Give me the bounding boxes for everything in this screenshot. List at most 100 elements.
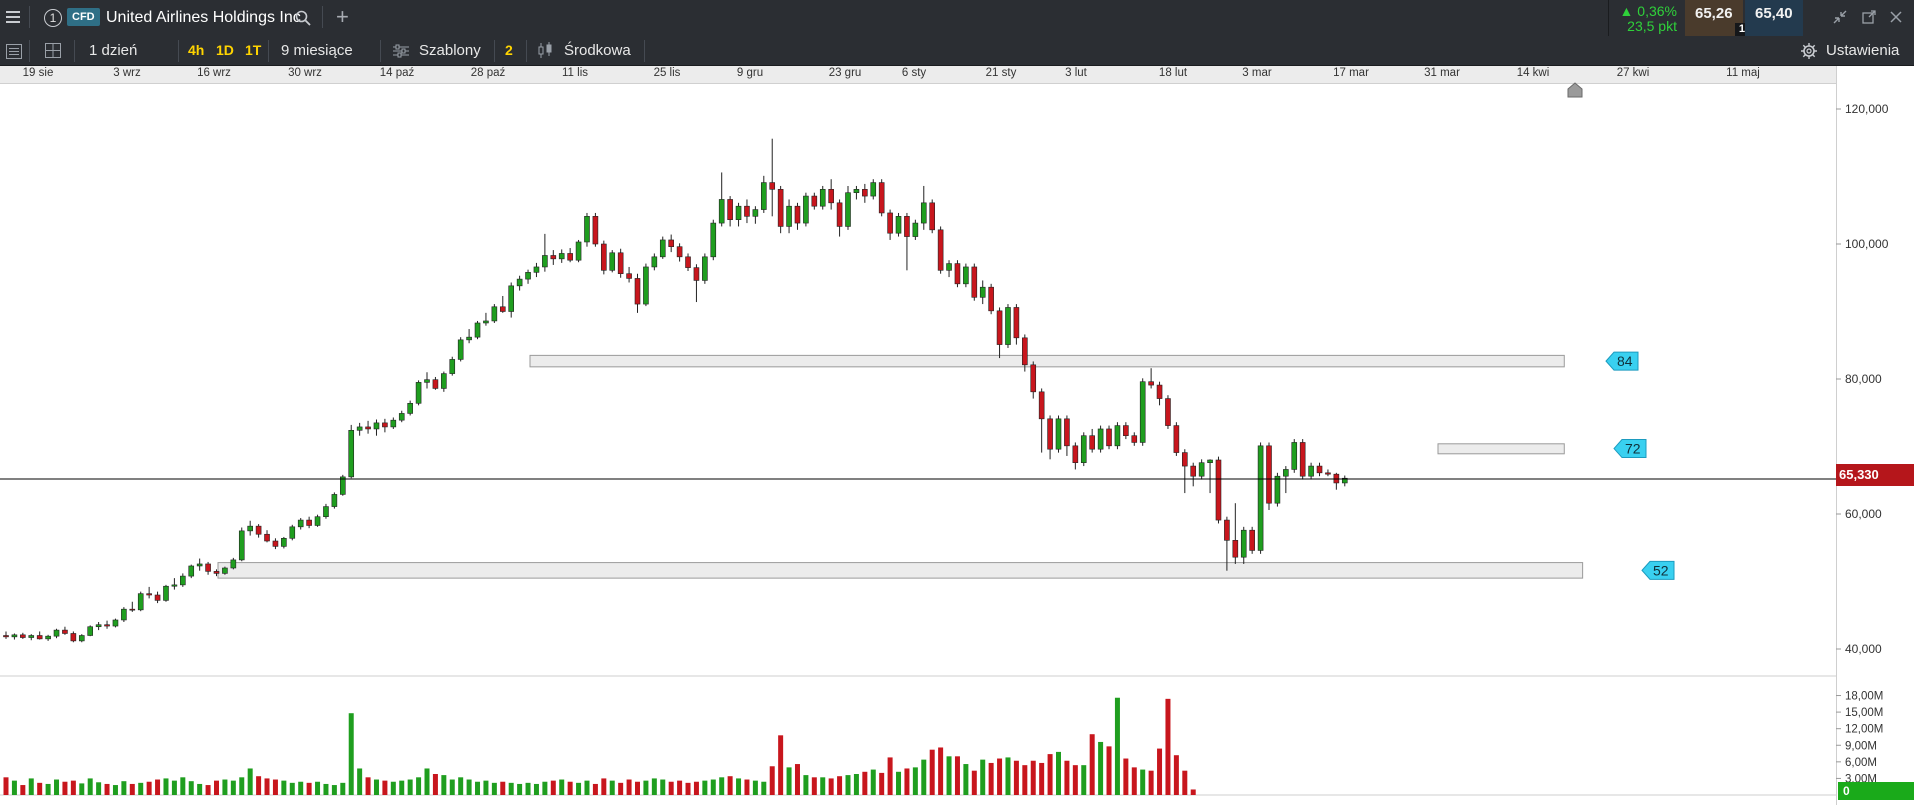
volume-bar <box>1157 748 1163 795</box>
minimize-icon[interactable] <box>1833 10 1847 24</box>
candle-body <box>777 189 784 227</box>
candle-body <box>1156 384 1163 399</box>
settings-button[interactable]: Ustawienia <box>1826 42 1900 59</box>
candle <box>289 524 296 541</box>
candle-body <box>1283 469 1289 477</box>
popout-icon[interactable] <box>1862 10 1876 24</box>
candle <box>659 236 666 259</box>
instrument-title[interactable]: United Airlines Holdings Inc <box>106 9 301 26</box>
candle-body <box>348 429 355 478</box>
candle-body <box>601 243 607 271</box>
settings-gear-icon[interactable] <box>1801 43 1817 59</box>
candle <box>1308 462 1314 480</box>
zone-label-tag[interactable]: 52 <box>1641 560 1675 580</box>
volume-bar <box>618 782 624 795</box>
support-resistance-zone[interactable] <box>529 354 1565 368</box>
candle <box>45 634 51 641</box>
support-resistance-zone[interactable] <box>217 562 1584 579</box>
candlestick-style-icon[interactable] <box>537 42 555 59</box>
change-points: 23,5 pkt <box>1627 18 1677 34</box>
candle-body <box>803 195 809 224</box>
candle-body <box>281 537 287 547</box>
range-dropdown[interactable]: 9 miesiące <box>281 42 353 59</box>
chart-style-dropdown[interactable]: Środkowa <box>564 42 631 59</box>
candle-body <box>954 263 961 285</box>
candle-body <box>222 567 228 574</box>
volume-bar <box>896 771 902 795</box>
layout-grid-icon[interactable] <box>45 43 61 58</box>
candle-body <box>1341 477 1348 484</box>
support-resistance-zone[interactable] <box>1437 443 1565 455</box>
interval-4h-button[interactable]: 4h <box>188 42 205 58</box>
candle-body <box>3 635 9 638</box>
volume-bar <box>693 781 699 795</box>
candle-body <box>1097 428 1104 450</box>
volume-bar <box>828 778 834 795</box>
candle-body <box>508 285 515 312</box>
indicator-count-button[interactable]: 2 <box>505 42 513 58</box>
volume-bar <box>1123 758 1129 795</box>
zone-label-tag[interactable]: 72 <box>1613 439 1647 459</box>
title-bar: 1 CFD United Airlines Holdings Inc + ▲ 0… <box>0 0 1914 37</box>
volume-bar <box>786 767 792 795</box>
scroll-marker-icon[interactable] <box>1567 82 1583 98</box>
candle-body <box>323 506 329 518</box>
candle-body <box>819 189 826 207</box>
candle <box>1013 304 1020 345</box>
volume-bar <box>946 756 952 795</box>
menu-icon[interactable] <box>6 9 20 25</box>
candle <box>693 264 700 303</box>
candle-body <box>937 229 944 271</box>
add-tab-icon[interactable]: + <box>336 4 349 29</box>
volume-bar <box>475 781 481 795</box>
divider <box>526 40 527 62</box>
change-block: ▲ 0,36% 23,5 pkt <box>1608 0 1685 36</box>
candle-body <box>963 266 969 285</box>
volume-bar <box>1013 760 1019 795</box>
volume-bar <box>205 785 211 795</box>
volume-tick-label: 6,00M <box>1845 757 1877 769</box>
candle <box>1190 462 1197 487</box>
volume-bar <box>954 756 960 795</box>
candle-body <box>1047 418 1053 450</box>
candle <box>483 312 489 326</box>
candle-body <box>920 202 927 224</box>
volume-bar <box>416 777 422 795</box>
volume-bar <box>104 783 110 795</box>
search-icon[interactable] <box>295 10 311 26</box>
templates-icon[interactable] <box>393 44 409 58</box>
candle-body <box>146 593 152 596</box>
time-tick-label: 28 paź <box>470 67 506 79</box>
close-icon[interactable] <box>1889 10 1903 24</box>
candle <box>1047 415 1053 460</box>
sell-price-button[interactable]: 65,26 <box>1685 0 1743 36</box>
interval-1d-button[interactable]: 1D <box>216 42 234 58</box>
divider <box>29 40 30 62</box>
volume-bar <box>155 779 161 795</box>
candle-body <box>264 533 270 542</box>
volume-bar <box>466 779 472 795</box>
volume-bar <box>1182 770 1188 795</box>
divider <box>268 40 269 62</box>
time-tick-label: 21 sty <box>985 67 1017 79</box>
candle <box>238 527 245 562</box>
interval-dropdown[interactable]: 1 dzień <box>89 42 138 59</box>
instrument-number-badge[interactable]: 1 <box>44 9 62 27</box>
templates-button[interactable]: Szablony <box>419 42 481 59</box>
zone-label-tag[interactable]: 84 <box>1605 351 1639 371</box>
candle <box>78 634 85 643</box>
volume-bar <box>660 779 666 795</box>
candle-body <box>1274 475 1281 504</box>
volume-bar <box>643 780 649 795</box>
zone-label-text: 72 <box>1625 441 1641 457</box>
candle <box>112 618 119 628</box>
candle <box>1207 459 1213 494</box>
list-view-icon[interactable] <box>6 44 22 59</box>
candle-body <box>1207 459 1213 464</box>
volume-bar <box>1173 755 1179 795</box>
candle <box>929 199 936 234</box>
buy-price-button[interactable]: 65,40 <box>1745 0 1803 36</box>
divider <box>178 40 179 62</box>
interval-1t-button[interactable]: 1T <box>245 42 262 58</box>
